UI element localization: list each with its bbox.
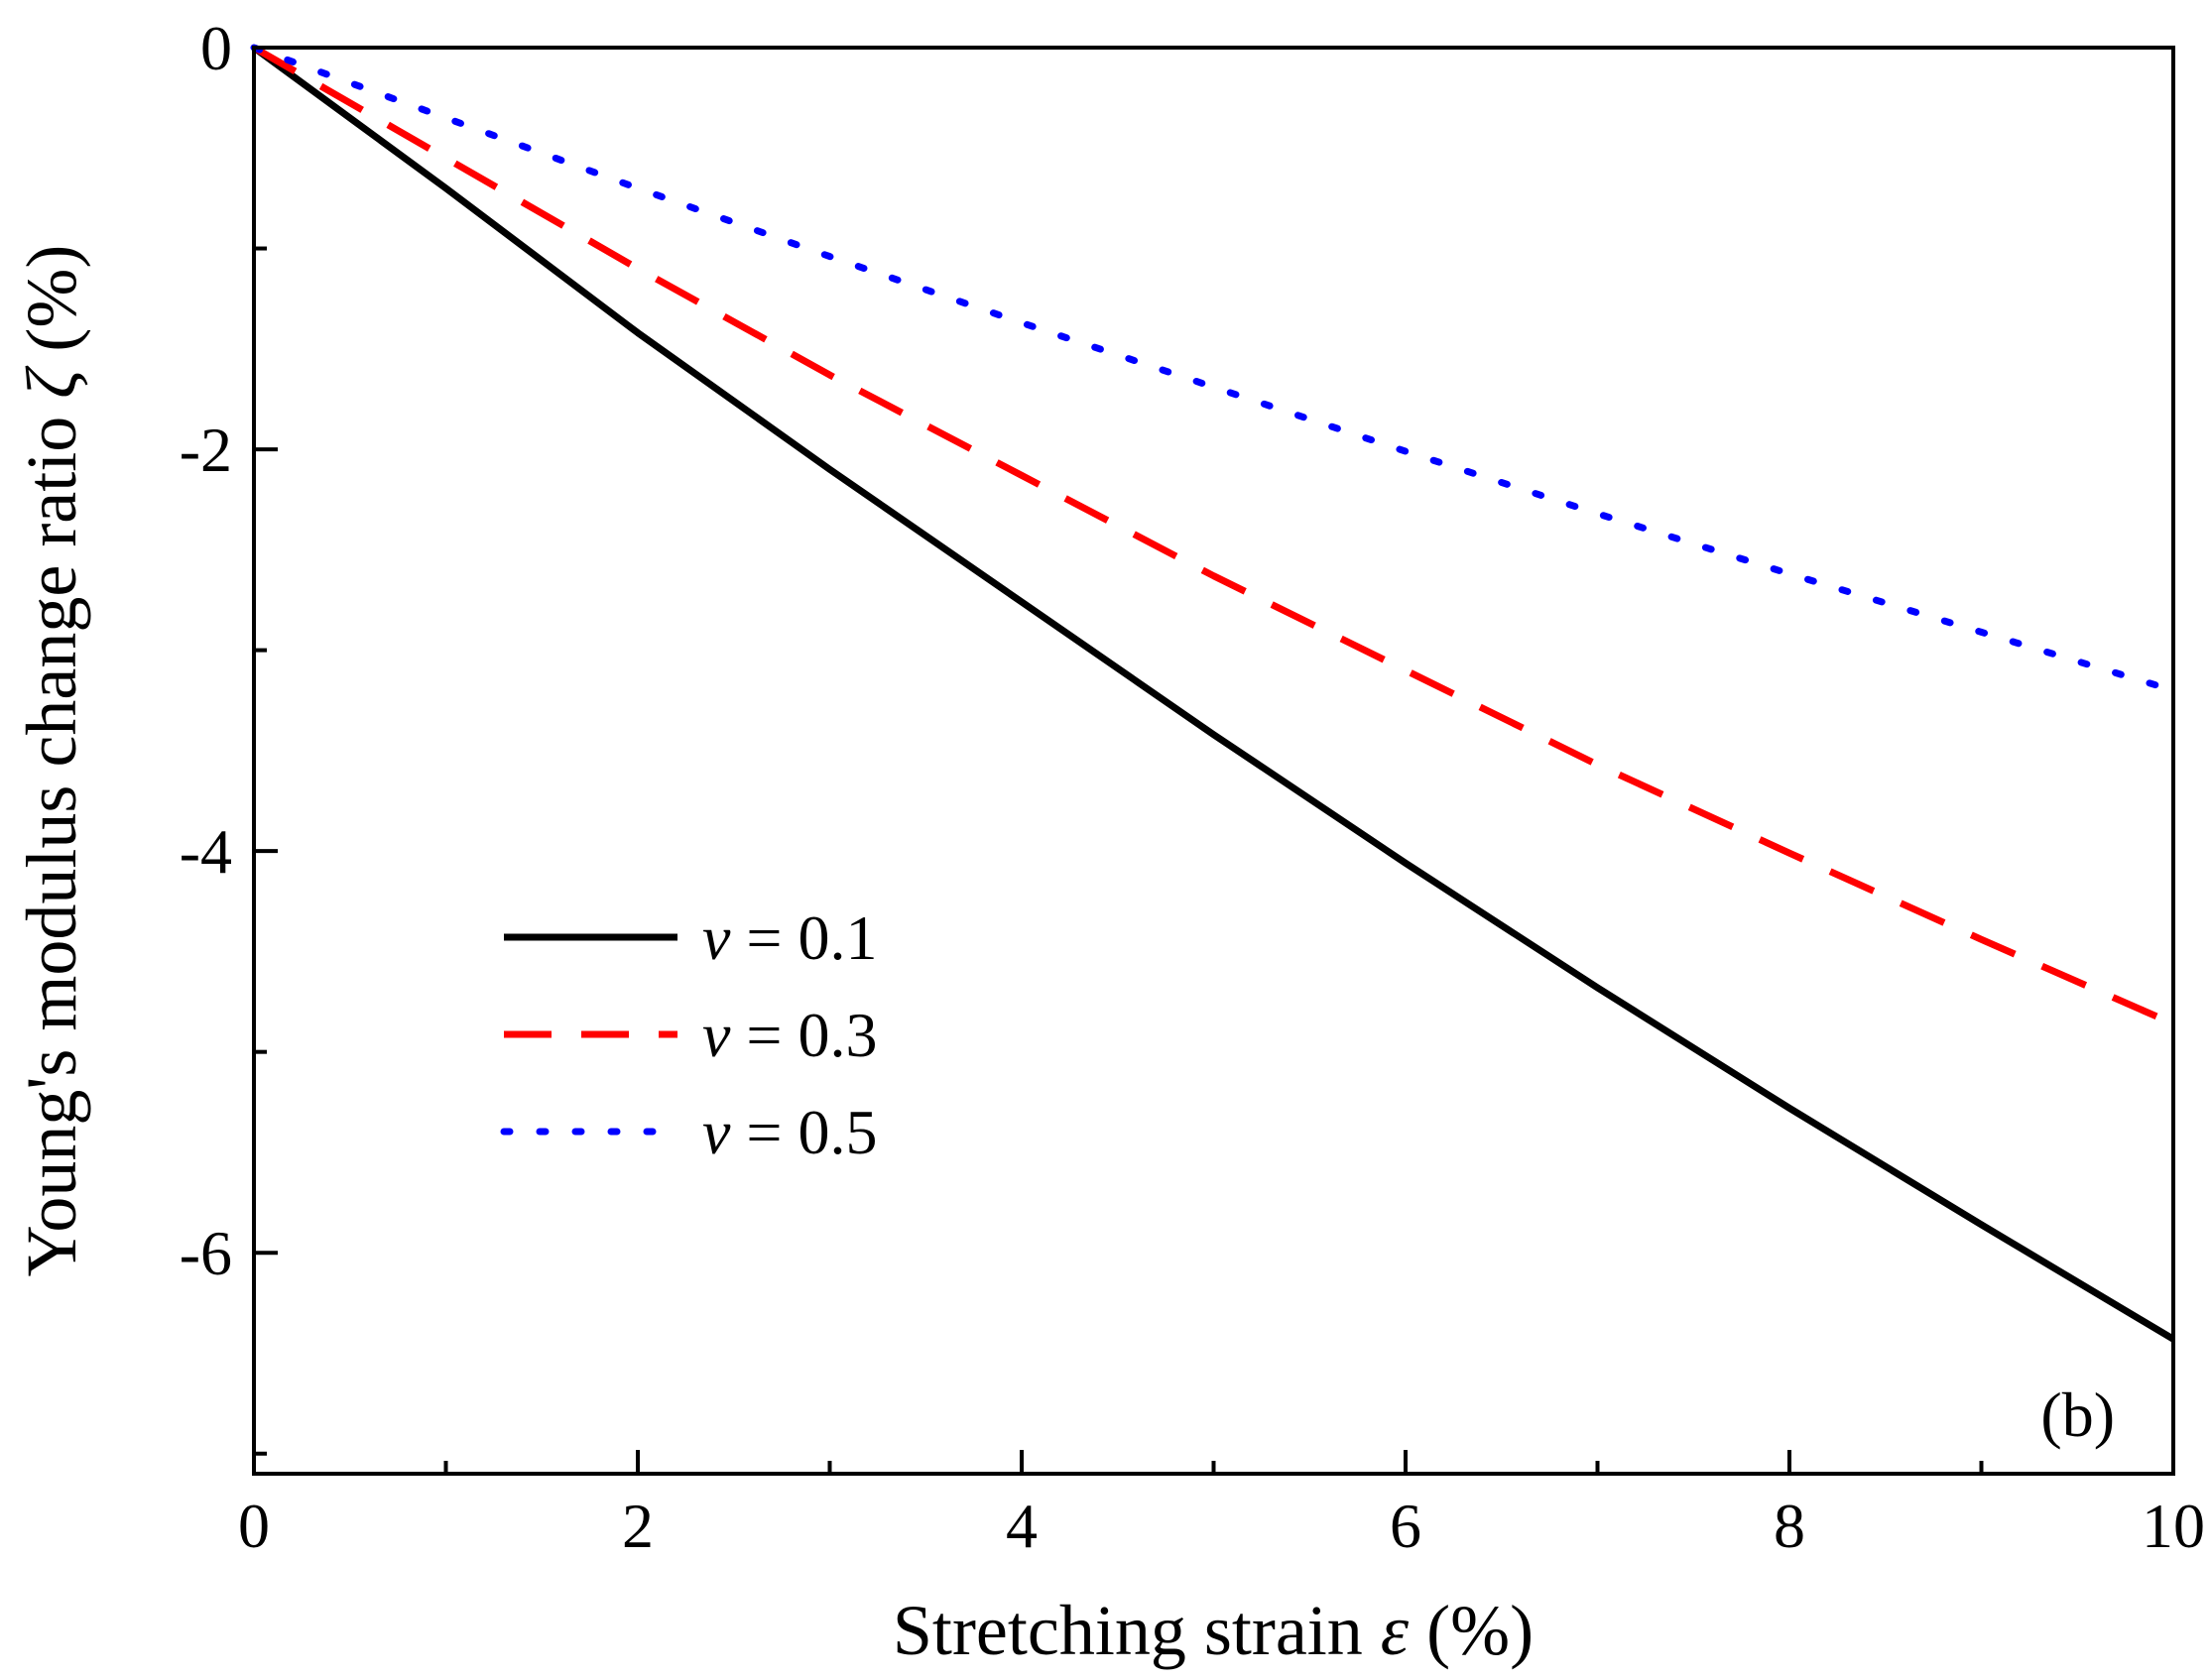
ticks-layer: [252, 46, 2175, 1474]
y-tick-label: 0: [200, 13, 232, 83]
panel-label: (b): [2040, 1380, 2115, 1450]
x-tick-label: 6: [1390, 1491, 1421, 1561]
series-line-0: [251, 45, 2175, 1343]
legend-symbol: ν: [702, 1000, 731, 1070]
series-line-2: [250, 44, 2177, 694]
series-layer: [250, 44, 2177, 1343]
legend: ν = 0.1ν = 0.3ν = 0.5: [500, 902, 878, 1167]
y-tick-label: -4: [180, 816, 232, 887]
legend-symbol: ν: [702, 902, 731, 973]
x-axis-title: Stretching strain ε (%): [893, 1591, 1534, 1670]
x-tick-label: 2: [622, 1491, 654, 1561]
legend-label-0: ν = 0.1: [702, 902, 878, 973]
x-tick-label: 8: [1774, 1491, 1805, 1561]
legend-value: = 0.1: [730, 902, 877, 973]
y-tick-label: -6: [180, 1218, 232, 1288]
legend-label-2: ν = 0.5: [702, 1097, 878, 1167]
legend-label-1: ν = 0.3: [702, 1000, 878, 1070]
y-tick-label: -2: [180, 415, 232, 485]
x-tick-label: 10: [2142, 1491, 2205, 1561]
x-tick-label: 4: [1006, 1491, 1038, 1561]
x-tick-label: 0: [238, 1491, 270, 1561]
legend-value: = 0.5: [730, 1097, 877, 1167]
legend-symbol: ν: [702, 1097, 731, 1167]
series-line-1: [252, 44, 2175, 1027]
legend-value: = 0.3: [730, 1000, 877, 1070]
tick-labels-layer: 0 2 4 6 8 10 0 -2 -4 -6: [180, 13, 2205, 1561]
y-axis-title: Young's modulus change ratio ζ (%): [12, 245, 91, 1277]
